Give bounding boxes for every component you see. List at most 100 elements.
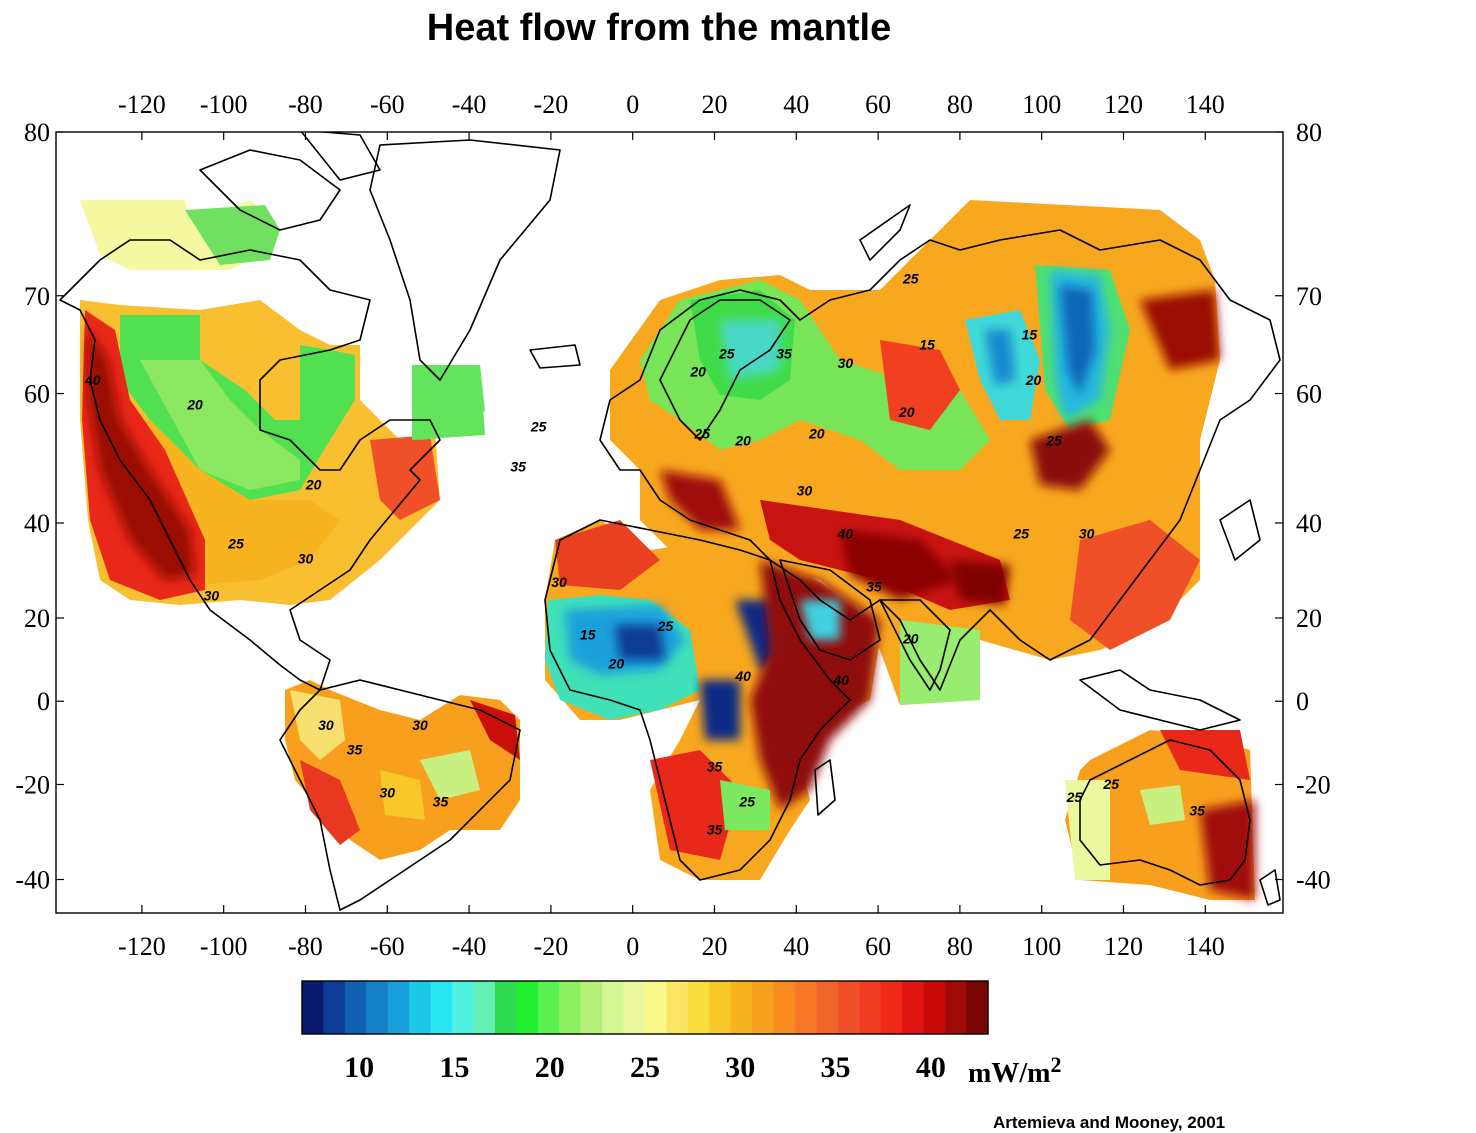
colorbar-swatch bbox=[537, 981, 560, 1034]
x-tick-label-bottom: -20 bbox=[534, 932, 569, 961]
colorbar-label: 15 bbox=[439, 1051, 469, 1084]
x-tick-label-bottom: -80 bbox=[288, 932, 323, 961]
coastline-arctic-islands bbox=[199, 132, 381, 231]
heat-flow-greenland-patch bbox=[412, 365, 485, 440]
contour-label: 35 bbox=[707, 759, 723, 775]
x-tick-label-bottom: -120 bbox=[118, 932, 166, 961]
colorbar-swatch bbox=[880, 981, 903, 1034]
contour-label: 20 bbox=[305, 476, 322, 492]
x-tick-label-top: 120 bbox=[1104, 90, 1143, 119]
contour-label: 25 bbox=[718, 346, 735, 362]
contour-label: 30 bbox=[380, 785, 396, 801]
colorbar-label: 20 bbox=[535, 1051, 565, 1084]
colorbar-swatch bbox=[366, 981, 389, 1034]
x-tick-label-bottom: 100 bbox=[1022, 932, 1061, 961]
map-title: Heat flow from the mantle bbox=[427, 7, 892, 49]
x-axis-bottom: -120 -100 -80 -60 -40 -20 0 20 40 60 80 100 120 140 bbox=[118, 905, 1225, 961]
y-tick-label-right: 70 bbox=[1296, 282, 1322, 311]
coastline-eurasia bbox=[599, 229, 1281, 691]
colorbar-swatch bbox=[966, 981, 989, 1034]
x-tick-label-bottom: 0 bbox=[626, 932, 639, 961]
colorbar-swatch bbox=[752, 981, 775, 1034]
x-tick-label-top: 40 bbox=[783, 90, 809, 119]
x-tick-label-top: 80 bbox=[947, 90, 973, 119]
contour-label: 25 bbox=[738, 794, 755, 810]
y-tick-label-left: 80 bbox=[24, 118, 50, 147]
y-tick-label-right: 80 bbox=[1296, 118, 1322, 147]
colorbar-unit: mW/m2 bbox=[968, 1052, 1061, 1089]
contour-label: 20 bbox=[734, 432, 751, 448]
colorbar-swatch bbox=[452, 981, 475, 1034]
coastline-new-zealand bbox=[1259, 869, 1281, 906]
colorbar-swatch bbox=[473, 981, 496, 1034]
x-tick-label-top: 0 bbox=[626, 90, 639, 119]
contour-label: 20 bbox=[689, 364, 706, 380]
contour-label: 25 bbox=[693, 426, 710, 442]
contour-label: 25 bbox=[1102, 776, 1119, 792]
contour-label: 20 bbox=[1025, 372, 1042, 388]
x-tick-label-top: 20 bbox=[701, 90, 727, 119]
y-tick-label-left: 20 bbox=[24, 604, 50, 633]
y-tick-label-right: 20 bbox=[1296, 604, 1322, 633]
x-tick-label-top: -80 bbox=[288, 90, 323, 119]
contour-label: 15 bbox=[580, 626, 596, 642]
x-tick-label-top: -60 bbox=[370, 90, 405, 119]
colorbar-swatch bbox=[387, 981, 410, 1034]
x-tick-label-bottom: 80 bbox=[947, 932, 973, 961]
x-tick-label-bottom: -40 bbox=[452, 932, 487, 961]
y-tick-label-right: -20 bbox=[1296, 771, 1331, 800]
contour-label: 35 bbox=[866, 578, 882, 594]
x-tick-label-top: -120 bbox=[118, 90, 166, 119]
colorbar-swatch bbox=[773, 981, 796, 1034]
coastline-japan bbox=[1219, 499, 1261, 561]
heat-flow-australia bbox=[1065, 730, 1255, 900]
colorbar-swatch bbox=[302, 981, 325, 1034]
coastline-india bbox=[879, 599, 951, 691]
contour-label: 30 bbox=[318, 717, 334, 733]
contour-label: 25 bbox=[902, 271, 919, 287]
contour-label: 35 bbox=[776, 346, 792, 362]
contour-label: 40 bbox=[84, 372, 101, 388]
x-tick-label-bottom: 140 bbox=[1186, 932, 1225, 961]
coastline-arabia bbox=[779, 559, 881, 661]
coastline-south-america bbox=[279, 679, 521, 911]
colorbar-swatch bbox=[323, 981, 346, 1034]
colorbar-label: 35 bbox=[821, 1051, 851, 1084]
colorbar-swatch bbox=[516, 981, 539, 1034]
coastline-iceland bbox=[529, 344, 581, 369]
colorbar-swatch bbox=[409, 981, 432, 1034]
colorbar-swatch bbox=[645, 981, 668, 1034]
y-axis-left: 80 70 60 40 20 0 -20 -40 bbox=[15, 118, 64, 895]
colorbar-swatch bbox=[623, 981, 646, 1034]
x-tick-label-top: -20 bbox=[534, 90, 569, 119]
contour-label: 30 bbox=[797, 482, 813, 498]
colorbar-swatch bbox=[687, 981, 710, 1034]
credit-text: Artemieva and Mooney, 2001 bbox=[993, 1113, 1225, 1132]
colorbar-swatch bbox=[902, 981, 925, 1034]
contour-label: 30 bbox=[412, 717, 428, 733]
colorbar-label: 10 bbox=[344, 1051, 374, 1084]
colorbar-unit-superscript: 2 bbox=[1050, 1052, 1061, 1077]
contour-label: 20 bbox=[608, 656, 625, 672]
x-tick-label-top: 140 bbox=[1186, 90, 1225, 119]
heat-flow-south-america bbox=[285, 680, 520, 860]
y-tick-label-left: 0 bbox=[37, 687, 50, 716]
coastline-novaya-zemlya bbox=[859, 204, 911, 261]
x-tick-label-top: 60 bbox=[865, 90, 891, 119]
contour-label: 35 bbox=[433, 794, 449, 810]
contour-label: 40 bbox=[734, 668, 751, 684]
colorbar-swatch bbox=[602, 981, 625, 1034]
colorbar-swatch bbox=[494, 981, 517, 1034]
y-tick-label-left: 40 bbox=[24, 509, 50, 538]
colorbar: 10 15 20 25 30 35 40 mW/m2 bbox=[301, 980, 1061, 1089]
contour-label: 35 bbox=[707, 821, 723, 837]
contour-label: 25 bbox=[1012, 526, 1029, 542]
colorbar-swatch bbox=[816, 981, 839, 1034]
colorbar-label: 40 bbox=[916, 1051, 946, 1084]
contour-label: 30 bbox=[838, 355, 854, 371]
contour-label: 15 bbox=[1022, 326, 1038, 342]
colorbar-labels: 10 15 20 25 30 35 40 bbox=[344, 1051, 946, 1084]
y-tick-label-right: -40 bbox=[1296, 866, 1331, 895]
colorbar-swatch bbox=[580, 981, 603, 1034]
colorbar-swatches bbox=[302, 981, 989, 1034]
